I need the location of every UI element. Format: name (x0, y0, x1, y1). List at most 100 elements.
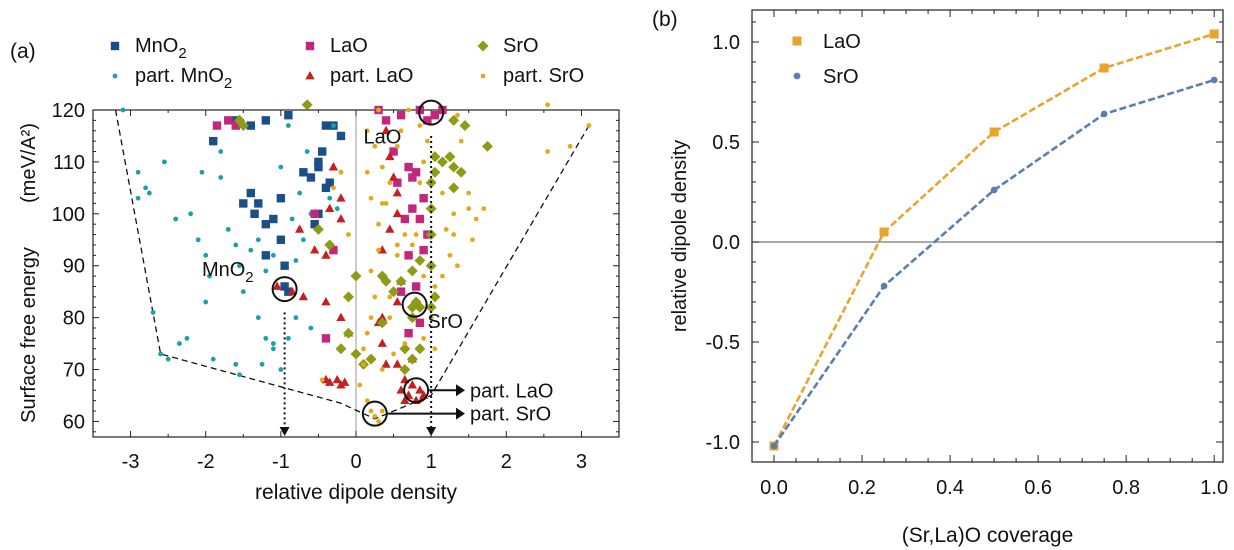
y-tick-label: 100 (52, 204, 85, 226)
legend-label-part_sro: part. SrO (503, 65, 584, 87)
point-part_sro (470, 237, 475, 243)
point-part_mno2 (293, 315, 299, 321)
x-tick-label: 0 (350, 451, 361, 473)
point-part_mno2 (278, 367, 284, 372)
point-part_mno2 (270, 341, 276, 346)
point-lao (310, 209, 319, 219)
point-part_sro (567, 143, 573, 149)
point-SrO (1100, 110, 1108, 118)
x-tick-label: -3 (122, 451, 140, 473)
point-mno2 (284, 110, 293, 120)
x-tick-label: -2 (197, 451, 215, 473)
point-part_mno2 (233, 361, 239, 367)
point-part_mno2 (263, 268, 269, 274)
point-lao (329, 245, 338, 255)
panel-b-label: (b) (652, 8, 678, 31)
highlight-circle (361, 400, 388, 427)
point-part_sro (331, 185, 336, 191)
point-sro (406, 353, 418, 365)
point-part_sro (455, 263, 460, 269)
point-part_mno2 (255, 237, 261, 243)
point-part_sro (421, 335, 427, 341)
point-sro (237, 120, 249, 132)
point-LaO (1099, 63, 1109, 73)
point-part_lao (385, 224, 395, 233)
y-tick-label: 90 (63, 256, 85, 278)
point-mno2 (314, 162, 323, 172)
point-part_mno2 (293, 258, 299, 263)
y-tick-label: 70 (63, 360, 85, 382)
point-part_sro (338, 169, 344, 175)
point-part_sro (440, 273, 445, 279)
point-mno2 (276, 194, 286, 203)
point-sro (459, 120, 471, 132)
b-y-tick-label: 1.0 (712, 32, 740, 54)
point-mno2 (299, 168, 308, 177)
point-part_lao (385, 151, 395, 161)
point-part_mno2 (270, 252, 276, 258)
point-part_mno2 (255, 315, 261, 321)
point-sro (425, 203, 437, 215)
point-part_sro (432, 284, 438, 289)
point-part_lao (310, 245, 320, 254)
point-part_sro (545, 149, 551, 154)
point-mno2 (310, 219, 319, 229)
dotted-arrow-head (426, 427, 437, 436)
point-part_sro (466, 206, 472, 212)
point-part_sro (402, 341, 408, 346)
point-part_mno2 (240, 289, 246, 295)
panel-a-label: (a) (10, 40, 36, 63)
legend-label-part_lao: part. LaO (330, 65, 413, 87)
point-part_mno2 (218, 175, 224, 180)
point-part_mno2 (135, 195, 141, 201)
point-part_sro (361, 346, 366, 352)
point-part_mno2 (165, 356, 171, 362)
point-part_mno2 (301, 237, 306, 243)
point-part_sro (586, 123, 592, 128)
point-part_sro (394, 143, 400, 149)
point-part_mno2 (184, 335, 190, 341)
point-SrO (770, 442, 778, 450)
point-SrO (880, 282, 888, 290)
point-sro (482, 140, 493, 152)
point-part_mno2 (297, 190, 303, 196)
point-sro (425, 229, 437, 241)
point-sro (429, 166, 441, 178)
point-sro (406, 265, 418, 277)
legend-marker-sro (477, 40, 489, 52)
annotation-sro: SrO (427, 311, 463, 333)
point-mno2 (314, 157, 323, 167)
y-tick-label: 60 (63, 411, 85, 433)
dotted-arrow-head (279, 427, 290, 436)
x-tick-label: -1 (272, 451, 290, 473)
point-sro (399, 343, 411, 355)
point-part_sro (394, 242, 400, 248)
point-part_sro (364, 398, 370, 404)
point-part_sro (364, 330, 370, 336)
b-x-tick-label: 0.2 (848, 477, 876, 499)
b-x-tick-label: 1.0 (1200, 477, 1228, 499)
point-part_sro (376, 419, 381, 424)
y-axis-label: Surface free energy (18, 247, 40, 423)
highlight-circle (418, 99, 445, 126)
point-LaO (1209, 29, 1219, 39)
annotation-arrow-head (456, 384, 465, 397)
legend-marker-lao (305, 41, 315, 51)
point-mno2 (306, 173, 316, 182)
legend-label-sro: SrO (503, 35, 539, 57)
point-part_mno2 (120, 107, 126, 113)
point-part_sro (424, 138, 430, 144)
point-lao (423, 116, 432, 125)
line-LaO (772, 32, 1215, 447)
point-lao (430, 110, 440, 120)
point-part_sro (417, 180, 423, 186)
point-part_lao (381, 125, 391, 135)
point-lao (231, 121, 240, 130)
point-mno2 (280, 261, 289, 270)
point-lao (393, 178, 402, 187)
legend-label-mno2: MnO2 (135, 35, 187, 62)
point-sro (335, 343, 347, 355)
point-part_lao (392, 359, 402, 368)
point-part_mno2 (195, 237, 201, 243)
b-y-axis-label: relative dipole density (669, 140, 691, 332)
